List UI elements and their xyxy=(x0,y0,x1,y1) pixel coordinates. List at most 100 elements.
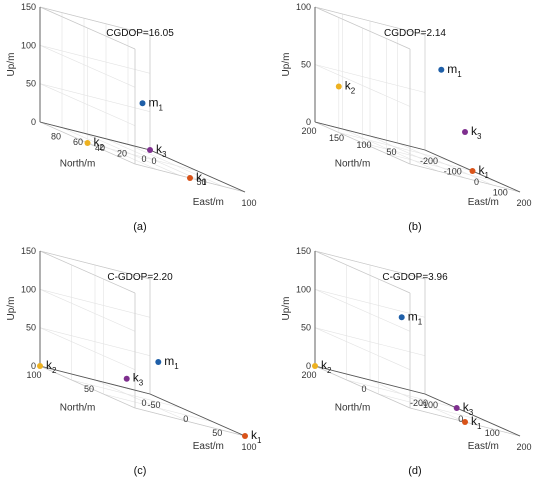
east-tick-label: 50 xyxy=(212,428,222,438)
north-tick-label: 200 xyxy=(301,126,316,136)
box-edge xyxy=(39,6,151,36)
floor-grid-line xyxy=(87,142,198,172)
point-label-subscript: 2 xyxy=(351,87,356,96)
box-edge xyxy=(39,250,136,294)
data-point xyxy=(462,129,468,135)
point-label-subscript: 3 xyxy=(139,379,144,388)
wall-grid-line xyxy=(39,289,151,318)
east-tick-label: -50 xyxy=(147,400,160,410)
panel-label: (c) xyxy=(134,465,147,477)
wall-grid-line xyxy=(314,64,411,107)
box-edge xyxy=(314,250,411,294)
data-point xyxy=(37,363,43,369)
panel-c: -50 0 50 100 0 50 100 0 50 100 150 East/m North/m Up/… xyxy=(0,244,275,493)
east-tick-label: 200 xyxy=(516,198,531,208)
floor-grid-line xyxy=(369,379,466,423)
point-label: k3 xyxy=(133,371,144,388)
box-edge xyxy=(134,407,246,437)
point-label: k1 xyxy=(196,170,207,187)
chart-a: 0 50 100 0 20 40 60 80 0 50 100 150 East/m North/m Up/… xyxy=(6,2,257,233)
point-label: k2 xyxy=(94,135,105,152)
chart-d: -1000100200-2000200050100150East/mNorth/… xyxy=(281,246,532,477)
floor-grid-line xyxy=(342,128,438,172)
east-axis-label: East/m xyxy=(193,441,224,452)
east-tick-label: 200 xyxy=(516,442,531,452)
box-edge xyxy=(39,250,151,280)
up-tick-label: 50 xyxy=(26,79,36,89)
east-tick-label: 0 xyxy=(474,177,479,187)
data-point xyxy=(398,314,405,321)
point-label-letter: k xyxy=(471,414,478,428)
point-label-letter: k xyxy=(94,135,101,149)
point-label: k1 xyxy=(479,163,490,180)
east-tick-label: 100 xyxy=(241,198,256,208)
point-label: k3 xyxy=(156,142,167,159)
north-tick-label: 100 xyxy=(356,140,371,150)
east-tick-label: 100 xyxy=(485,428,500,438)
point-label-letter: k xyxy=(133,371,140,385)
data-point xyxy=(84,140,91,146)
north-axis-label: North/m xyxy=(335,403,371,414)
north-axis-label: North/m xyxy=(60,159,96,170)
up-tick-label: 50 xyxy=(301,60,311,70)
point-label: m1 xyxy=(447,62,462,79)
up-tick-label: 0 xyxy=(31,117,36,127)
up-tick-label: 50 xyxy=(301,323,311,333)
point-label-subscript: 1 xyxy=(457,70,462,79)
point-label-subscript: 2 xyxy=(327,366,332,375)
point-label: k2 xyxy=(46,358,57,375)
wall-grid-line xyxy=(39,83,136,126)
up-tick-label: 150 xyxy=(21,2,36,12)
point-label-subscript: 1 xyxy=(485,171,490,180)
wall-grid-line xyxy=(314,327,426,356)
east-tick-label: 0 xyxy=(183,414,188,424)
wall-grid-line xyxy=(39,83,151,112)
north-tick-label: 80 xyxy=(51,132,61,142)
wall-grid-line xyxy=(39,45,136,88)
point-label-subscript: 1 xyxy=(477,422,482,431)
point-label-letter: m xyxy=(149,95,159,109)
box-edge xyxy=(314,121,411,165)
point-label-subscript: 1 xyxy=(257,436,262,445)
data-point xyxy=(139,100,146,107)
east-tick-label: 50 xyxy=(196,177,206,187)
data-point xyxy=(147,147,153,153)
east-axis-line xyxy=(149,393,246,437)
wall-grid-line xyxy=(314,327,411,370)
wall-grid-line xyxy=(314,289,411,332)
point-label-subscript: 1 xyxy=(174,362,179,371)
data-point xyxy=(123,375,130,382)
wall-grid-line xyxy=(39,327,151,356)
point-label-subscript: 1 xyxy=(202,178,207,187)
point-label-letter: k xyxy=(479,163,486,177)
point-label-subscript: 1 xyxy=(159,103,164,112)
point-label-subscript: 2 xyxy=(52,366,57,375)
up-axis-label: Up/m xyxy=(6,53,17,77)
north-tick-label: 0 xyxy=(361,384,366,394)
point-label-subscript: 3 xyxy=(469,408,474,417)
north-axis-line xyxy=(314,121,426,151)
up-tick-label: 100 xyxy=(21,40,36,50)
box-edge xyxy=(314,6,411,50)
point-label-subscript: 1 xyxy=(418,317,423,326)
east-tick-label: 0 xyxy=(458,414,463,424)
north-tick-label: 60 xyxy=(73,137,83,147)
wall-grid-line xyxy=(314,289,426,318)
north-axis-line xyxy=(314,365,426,395)
up-tick-label: 0 xyxy=(306,361,311,371)
north-axis-label: North/m xyxy=(60,403,96,414)
floor-grid-line xyxy=(127,144,224,187)
wall-grid-line xyxy=(39,327,136,370)
point-label-letter: k xyxy=(321,358,328,372)
panel-a: 0 50 100 0 20 40 60 80 0 50 100 150 East/m North/m Up/… xyxy=(0,0,275,249)
wall-grid-line xyxy=(39,45,151,74)
floor-grid-line xyxy=(83,132,180,176)
data-point xyxy=(312,363,318,369)
floor-grid-line xyxy=(397,142,493,186)
point-label: k1 xyxy=(471,414,482,431)
box-edge xyxy=(39,365,136,409)
point-label-letter: m xyxy=(164,354,174,368)
chart-b: -200-100010020050100150200050100East/mNo… xyxy=(281,2,532,233)
east-tick-label: -100 xyxy=(420,400,438,410)
